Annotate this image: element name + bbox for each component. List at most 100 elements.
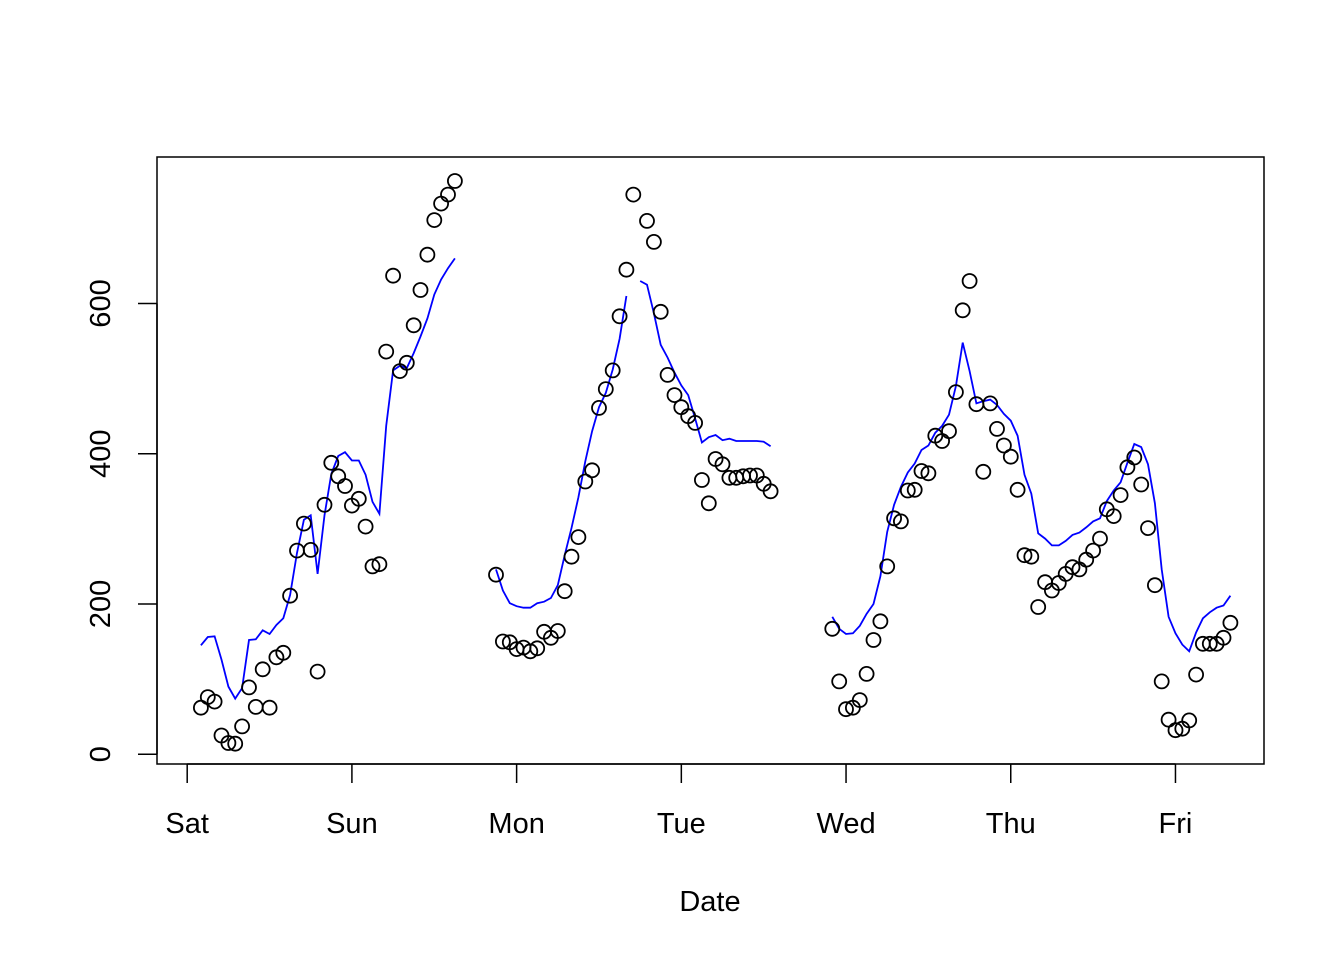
data-point bbox=[241, 679, 257, 696]
data-point bbox=[899, 482, 916, 499]
data-point bbox=[879, 558, 896, 575]
data-point bbox=[1126, 449, 1143, 466]
y-tick-label: 200 bbox=[85, 580, 117, 628]
data-point bbox=[611, 308, 628, 325]
data-point bbox=[563, 548, 580, 565]
data-point bbox=[989, 420, 1005, 437]
fitted-line-segment bbox=[831, 342, 1232, 653]
data-point bbox=[1147, 577, 1163, 594]
data-point bbox=[302, 542, 319, 558]
x-tick-label: Sun bbox=[326, 808, 378, 840]
x-tick-label: Wed bbox=[816, 808, 875, 840]
data-point bbox=[1112, 487, 1129, 504]
data-point bbox=[1085, 542, 1101, 559]
data-point bbox=[941, 423, 957, 440]
data-point bbox=[625, 186, 642, 203]
x-tick-label: Sat bbox=[165, 808, 209, 840]
data-point bbox=[522, 643, 539, 660]
data-point bbox=[1153, 673, 1170, 690]
data-point bbox=[666, 387, 683, 404]
x-tick-label: Tue bbox=[657, 808, 706, 840]
data-point bbox=[831, 673, 848, 690]
data-point bbox=[858, 666, 875, 682]
data-point bbox=[1215, 629, 1232, 646]
data-point bbox=[405, 317, 422, 334]
data-point bbox=[316, 496, 333, 513]
data-point bbox=[323, 454, 340, 471]
x-axis-title: Date bbox=[679, 886, 740, 918]
data-point bbox=[659, 366, 676, 383]
data-point bbox=[700, 495, 717, 512]
data-point bbox=[961, 273, 978, 289]
data-point bbox=[488, 566, 504, 583]
y-tick-label: 0 bbox=[85, 746, 117, 762]
x-tick-label: Thu bbox=[986, 808, 1036, 840]
data-point bbox=[357, 518, 374, 535]
data-point bbox=[227, 735, 244, 752]
data-point bbox=[206, 693, 223, 710]
data-point bbox=[1105, 508, 1122, 524]
data-point bbox=[824, 620, 841, 637]
data-point bbox=[838, 701, 854, 718]
data-point bbox=[1188, 666, 1204, 683]
data-point bbox=[872, 613, 889, 630]
data-point bbox=[247, 699, 264, 715]
data-point bbox=[762, 483, 779, 500]
data-point bbox=[865, 632, 882, 648]
data-point bbox=[234, 718, 251, 735]
data-point bbox=[652, 303, 669, 320]
data-point bbox=[254, 661, 271, 678]
data-point bbox=[906, 481, 923, 498]
data-point bbox=[350, 490, 367, 507]
data-point bbox=[687, 414, 703, 431]
data-point bbox=[556, 583, 573, 600]
data-point bbox=[337, 478, 353, 494]
data-point bbox=[893, 513, 909, 530]
data-point bbox=[742, 467, 758, 484]
data-point bbox=[192, 699, 209, 716]
fitted-line-segment bbox=[200, 257, 456, 701]
data-point bbox=[261, 699, 278, 716]
data-point bbox=[309, 663, 326, 680]
data-point bbox=[975, 463, 992, 480]
data-point bbox=[982, 395, 999, 412]
plot-frame bbox=[156, 156, 1265, 765]
y-axis: 0 200 400 600 bbox=[85, 279, 158, 762]
data-point bbox=[412, 282, 429, 298]
data-point bbox=[591, 399, 607, 416]
data-point bbox=[549, 623, 566, 639]
data-point bbox=[426, 212, 443, 229]
data-point bbox=[584, 462, 600, 479]
data-point bbox=[330, 468, 347, 485]
data-point bbox=[954, 302, 971, 319]
data-point bbox=[220, 735, 237, 751]
data-point bbox=[646, 233, 662, 250]
data-point bbox=[1222, 614, 1239, 631]
y-tick-label: 600 bbox=[85, 279, 117, 327]
data-point bbox=[913, 463, 930, 479]
data-point bbox=[1092, 530, 1108, 547]
data-point bbox=[1009, 481, 1026, 498]
data-point bbox=[494, 633, 511, 650]
data-point bbox=[1023, 548, 1040, 565]
data-point bbox=[694, 472, 710, 488]
x-axis: Sat Sun Mon Tue Wed Thu Fri bbox=[165, 763, 1193, 840]
data-point bbox=[851, 692, 868, 708]
data-point bbox=[618, 261, 635, 278]
fitted-line-segment bbox=[495, 295, 628, 609]
data-point bbox=[604, 362, 621, 379]
data-point bbox=[1201, 635, 1218, 652]
data-point bbox=[440, 186, 456, 203]
data-point bbox=[996, 437, 1012, 454]
data-point bbox=[385, 267, 402, 284]
x-tick-label: Fri bbox=[1159, 808, 1193, 840]
data-point bbox=[673, 399, 690, 416]
x-tick-label: Mon bbox=[488, 808, 544, 840]
data-point bbox=[1078, 551, 1095, 568]
data-point bbox=[1160, 711, 1177, 728]
data-point bbox=[1002, 448, 1019, 465]
data-point bbox=[948, 384, 964, 401]
data-point bbox=[577, 473, 594, 490]
data-point bbox=[275, 644, 292, 661]
data-point bbox=[295, 515, 312, 532]
